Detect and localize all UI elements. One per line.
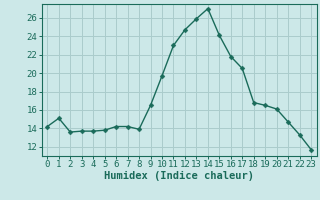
X-axis label: Humidex (Indice chaleur): Humidex (Indice chaleur) bbox=[104, 171, 254, 181]
